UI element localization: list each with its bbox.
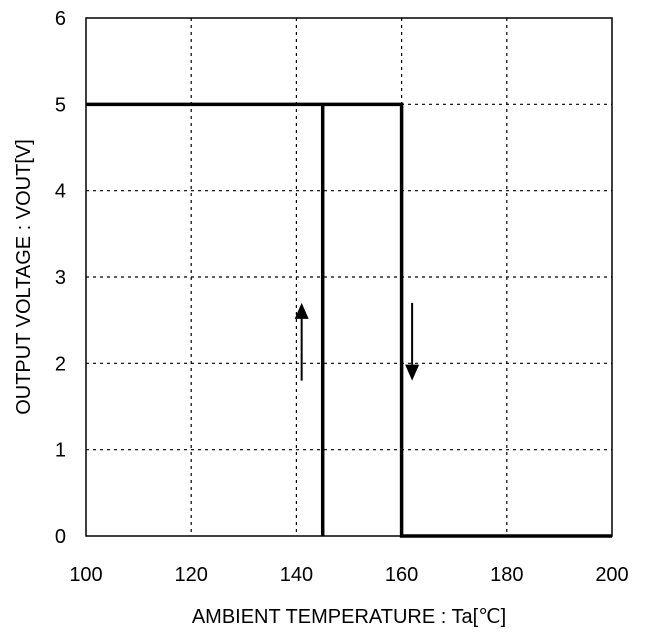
x-tick-label: 120 <box>175 564 208 586</box>
y-tick-label: 1 <box>55 440 66 462</box>
x-tick-label: 180 <box>490 564 523 586</box>
y-tick-label: 3 <box>55 267 66 289</box>
y-tick-label: 4 <box>55 181 66 203</box>
x-tick-labels: 100 120 140 160 180 200 <box>69 564 628 586</box>
y-tick-label: 5 <box>55 94 66 116</box>
y-tick-label: 2 <box>55 353 66 375</box>
grid-lines <box>86 18 612 536</box>
y-tick-label: 0 <box>55 526 66 548</box>
y-axis-title: OUTPUT VOLTAGE : VOUT[V] <box>13 139 35 415</box>
arrow-up <box>294 302 309 381</box>
arrow-down <box>405 302 420 381</box>
y-tick-labels: 0 1 2 3 4 5 6 <box>55 8 66 548</box>
plot-frame <box>85 17 613 537</box>
y-tick-label: 6 <box>55 8 66 30</box>
annotation-arrows <box>294 302 420 381</box>
series-line-1 <box>86 102 612 538</box>
series-lines <box>86 102 612 538</box>
x-tick-label: 100 <box>69 564 102 586</box>
x-tick-label: 160 <box>385 564 418 586</box>
x-axis-title: AMBIENT TEMPERATURE : Ta[℃] <box>192 606 506 628</box>
x-tick-label: 200 <box>595 564 628 586</box>
x-tick-label: 140 <box>280 564 313 586</box>
